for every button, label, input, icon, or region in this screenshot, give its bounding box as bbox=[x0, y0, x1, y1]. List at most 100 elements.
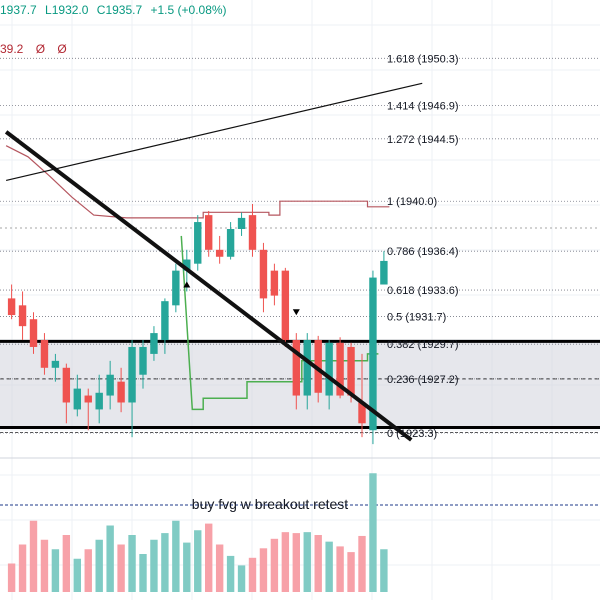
candle-body bbox=[205, 215, 213, 250]
candle-body bbox=[237, 217, 246, 229]
fib-level-label: 1.414 (1946.9) bbox=[387, 100, 459, 112]
volume-bar bbox=[84, 549, 92, 592]
candle-body bbox=[270, 270, 279, 296]
candle-body bbox=[347, 346, 355, 396]
candle-body bbox=[128, 346, 136, 403]
candle-body bbox=[62, 367, 71, 403]
volume-bar bbox=[128, 535, 136, 592]
volume-bar bbox=[369, 473, 377, 592]
volume-bar bbox=[215, 544, 224, 592]
volume-bar bbox=[18, 544, 27, 592]
candle-body bbox=[303, 340, 311, 396]
fib-labels: 1.618 (1950.3) 1.414 (1946.9) 1.272 (1944.… bbox=[387, 53, 459, 440]
candle-body bbox=[248, 215, 257, 250]
fib-level-label: 0.382 (1929.7) bbox=[387, 339, 459, 351]
candle-body bbox=[172, 270, 180, 306]
candle-body bbox=[358, 402, 366, 424]
fib-level-label: 1.272 (1944.5) bbox=[387, 134, 459, 146]
indicator-value-3: Ø bbox=[57, 42, 67, 56]
green-indicator-line bbox=[180, 235, 379, 411]
volume-bar bbox=[7, 563, 16, 592]
candle-body bbox=[380, 260, 388, 285]
ohlc-legend: 1937.7 L1932.0 C1935.7 +1.5 (+0.08%) bbox=[0, 3, 232, 17]
volume-bar bbox=[281, 532, 290, 592]
fib-level-label: 0.786 (1936.4) bbox=[387, 246, 459, 258]
down-arrow-marker bbox=[292, 309, 300, 316]
up-arrow-marker bbox=[183, 281, 191, 288]
indicator-value-2: Ø bbox=[35, 42, 46, 56]
volume-bar bbox=[347, 552, 355, 592]
candle-body bbox=[95, 392, 103, 410]
legend-open: 1937.7 bbox=[0, 3, 37, 17]
candle-body bbox=[325, 342, 333, 396]
candle-body bbox=[40, 340, 49, 368]
candle-body bbox=[106, 374, 114, 396]
volume-bar bbox=[117, 544, 125, 592]
candle-body bbox=[29, 319, 38, 347]
chart-annotation: buy fvg w breakout retest bbox=[192, 496, 349, 512]
candle-body bbox=[150, 333, 158, 354]
candle-body bbox=[18, 305, 27, 327]
fib-level-label: 0.618 (1933.6) bbox=[387, 285, 459, 297]
legend-close: C1935.7 bbox=[96, 3, 143, 17]
fib-level-label: 0 (1923.3) bbox=[387, 428, 437, 440]
volume-bar bbox=[292, 533, 300, 592]
candle-body bbox=[194, 222, 202, 264]
volume-bar bbox=[325, 541, 333, 592]
candle-body bbox=[183, 259, 191, 271]
candle-body bbox=[117, 381, 125, 403]
candle-body bbox=[369, 277, 377, 431]
candle-body bbox=[161, 301, 169, 341]
candle-body bbox=[259, 249, 268, 299]
volume-bar bbox=[380, 549, 388, 592]
signal-markers bbox=[183, 281, 300, 316]
volume-bar bbox=[237, 565, 246, 592]
volume-bar bbox=[40, 539, 49, 592]
volume-bar bbox=[303, 532, 311, 592]
volume-bar bbox=[270, 538, 279, 592]
volume-bar bbox=[51, 549, 60, 592]
legend-change: +1.5 (+0.08%) bbox=[150, 3, 227, 17]
volume-bar bbox=[62, 535, 71, 592]
trendlines[interactable] bbox=[4, 82, 423, 442]
volume-bar bbox=[314, 535, 322, 592]
red-indicator-line bbox=[5, 145, 390, 219]
candle-body bbox=[215, 249, 224, 257]
volume-bar bbox=[95, 539, 103, 592]
volume-bar bbox=[358, 535, 366, 592]
trendline-ascending[interactable] bbox=[5, 82, 423, 182]
fib-level-label: 1 (1940.0) bbox=[387, 196, 437, 208]
candle-body bbox=[84, 395, 92, 403]
trendline-descending[interactable] bbox=[4, 130, 413, 442]
volume-bar bbox=[161, 533, 169, 592]
indicator-lines bbox=[5, 145, 390, 411]
volume-bar bbox=[29, 520, 38, 592]
volume-bar bbox=[248, 557, 257, 592]
fib-level-label: 0.236 (1927.2) bbox=[387, 374, 459, 386]
candle-body bbox=[314, 340, 322, 393]
candle-body bbox=[281, 270, 290, 341]
legend-low: L1932.0 bbox=[45, 3, 89, 17]
indicator-legend: 39.2 Ø Ø bbox=[0, 42, 76, 56]
volume-bar bbox=[106, 525, 114, 592]
volume-bar bbox=[150, 539, 158, 592]
volume-bar bbox=[226, 555, 235, 592]
volume-bar bbox=[205, 523, 213, 592]
candle-body bbox=[336, 342, 344, 396]
candle-body bbox=[226, 229, 235, 257]
candle-body bbox=[73, 388, 81, 410]
volume-bar bbox=[73, 558, 81, 592]
volume-bar bbox=[183, 542, 191, 592]
candle-body bbox=[139, 346, 147, 375]
candle-body bbox=[7, 298, 16, 316]
indicator-value: 39.2 bbox=[0, 42, 24, 56]
volume-bars bbox=[7, 473, 388, 592]
volume-bar bbox=[139, 554, 147, 592]
candle-body bbox=[51, 360, 60, 368]
volume-bar bbox=[259, 548, 268, 592]
fib-level-label: 0.5 (1931.7) bbox=[387, 311, 446, 323]
volume-bar bbox=[172, 520, 180, 592]
volume-bar bbox=[336, 546, 344, 592]
candle-body bbox=[292, 340, 300, 396]
